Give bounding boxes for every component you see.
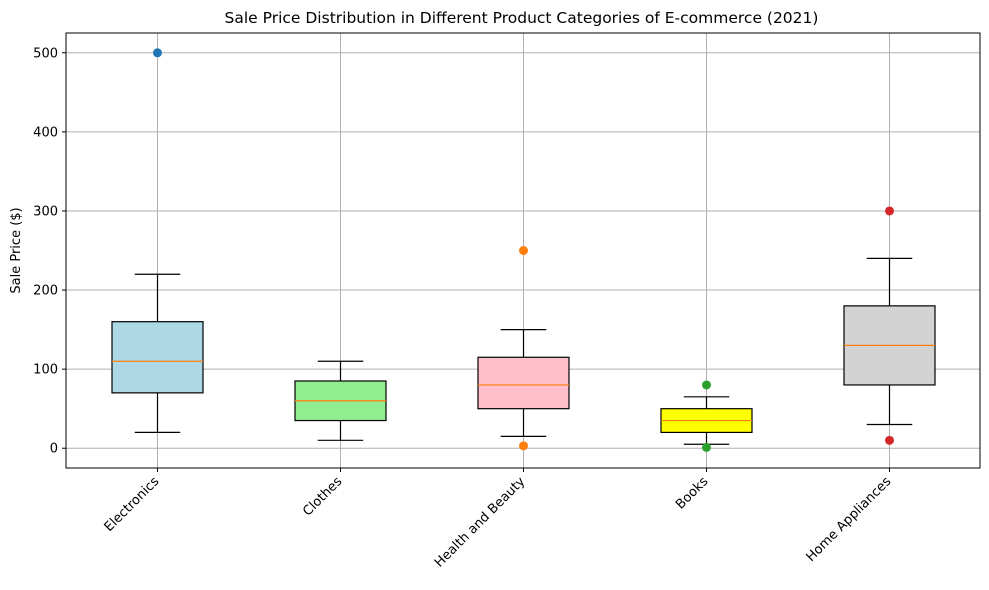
x-tick-label: Books <box>673 474 711 512</box>
outlier-point <box>702 380 711 390</box>
grid-lines <box>66 33 980 468</box>
box-books <box>660 380 753 452</box>
y-tick-label: 0 <box>50 442 58 457</box>
x-axis-ticks: Electronics Clothes Health and Beauty Books… <box>102 468 895 571</box>
y-tick-label: 200 <box>33 284 58 299</box>
y-tick-label: 100 <box>33 363 58 378</box>
y-tick-label: 400 <box>33 125 58 140</box>
box-electronics <box>111 48 204 434</box>
x-tick-label: Health and Beauty <box>432 474 529 571</box>
y-tick-label: 500 <box>33 46 58 61</box>
outlier-point <box>885 435 894 445</box>
outlier-point <box>519 441 528 451</box>
box-clothes <box>294 360 387 441</box>
iqr-box <box>111 321 204 394</box>
x-tick-label: Clothes <box>300 474 345 519</box>
outlier-point <box>885 206 894 216</box>
chart-title: Sale Price Distribution in Different Pro… <box>225 9 819 27</box>
outlier-point <box>519 246 528 255</box>
outlier-point <box>702 442 711 452</box>
box-series <box>111 48 936 452</box>
y-tick-label: 300 <box>33 204 58 219</box>
y-axis-label: Sale Price ($) <box>9 207 24 293</box>
x-tick-label: Electronics <box>102 474 163 535</box>
iqr-box <box>477 356 570 410</box>
y-axis-ticks: 0 100 200 300 400 500 <box>33 46 66 457</box>
outlier-point <box>153 48 162 58</box>
box-home-appliances <box>843 206 936 445</box>
x-tick-label: Home Appliances <box>804 474 895 565</box>
box-health-and-beauty <box>477 246 570 451</box>
